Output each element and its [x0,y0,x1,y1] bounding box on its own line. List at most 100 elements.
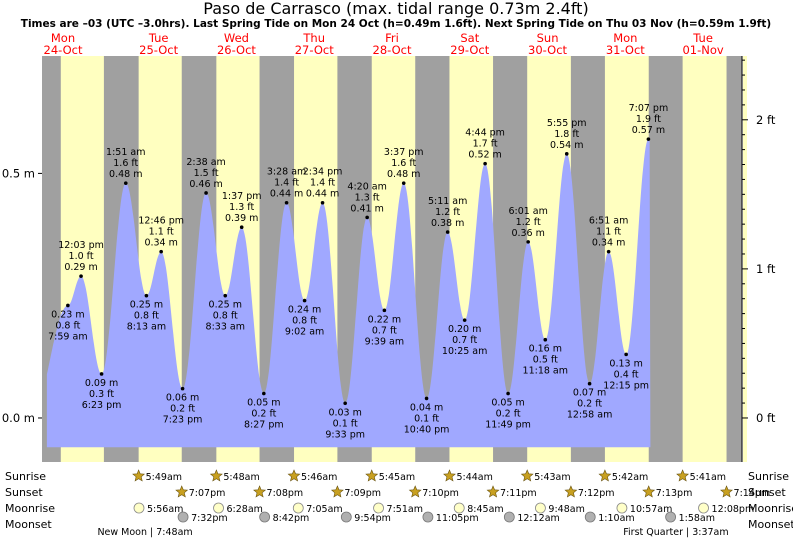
moonset-icon-3 [422,511,434,523]
day-header-date-7: 31-Oct [606,43,645,57]
sunrise-time-0: 5:49am [146,472,182,483]
extreme-m-29: 0.57 m [632,125,665,136]
extreme-time-12: 9:02 am [285,327,324,338]
moonrise-time-4: 8:45am [467,504,503,515]
sunrise-icon-4 [443,469,456,482]
moonrise-icon-0 [133,502,145,514]
sunrise-time-7: 5:41am [690,472,726,483]
extreme-m-26: 0.07 m [573,388,606,399]
right-tick-label-0: 0 ft [756,411,776,425]
extreme-ft-16: 0.7 ft [372,325,397,336]
extreme-point-11 [284,200,289,205]
day-header-dow-5: Sat [460,31,479,45]
right-tick-label-1: 1 ft [756,262,776,276]
extreme-time-10: 8:27 pm [244,420,284,431]
extreme-time-14: 9:33 pm [325,429,365,440]
moonset-icon-5 [584,511,596,523]
sunset-icon-7 [720,485,733,498]
extreme-m-2: 0.09 m [85,378,118,389]
extreme-ft-9: 1.3 ft [229,202,254,213]
moonset-time-1: 8:42pm [273,513,310,524]
extreme-time-27: 6:51 am [589,216,628,227]
extreme-m-12: 0.24 m [288,305,321,316]
sunrise-time-3: 5:45am [379,472,415,483]
sun-moon-rows: Sunrise Sunrise Sunset Sunset Moonrise Moonri… [5,469,793,538]
moonrise-icon-1 [213,502,224,514]
moonrise-icon-3 [373,502,384,514]
moonset-time-3: 11:05pm [436,513,479,524]
day-header-dow-2: Wed [224,31,249,45]
extreme-ft-7: 1.5 ft [194,168,219,179]
sunset-time-5: 7:12pm [578,488,615,499]
sunrise-time-2: 5:46am [301,472,337,483]
extreme-point-26 [587,381,592,386]
day-header-date-0: 24-Oct [44,43,83,57]
extreme-time-1: 12:03 pm [58,240,104,251]
sunrise-icon-3 [365,469,379,482]
extreme-m-27: 0.34 m [592,238,625,249]
extreme-point-3 [123,181,128,185]
left-axis: 0.0 m 0.5 m [2,166,42,425]
extreme-ft-26: 0.2 ft [577,399,602,410]
extreme-m-19: 0.38 m [431,218,464,229]
extreme-m-0: 0.23 m [51,309,84,320]
moonrise-icon-4 [453,502,465,514]
extreme-point-14 [343,401,347,406]
extreme-ft-29: 1.9 ft [636,114,661,125]
extreme-time-23: 6:01 am [508,206,547,217]
extreme-m-22: 0.05 m [491,398,524,409]
sunrise-icon-7 [676,469,690,482]
day-header-date-3: 27-Oct [295,43,334,57]
extreme-m-10: 0.05 m [247,398,280,409]
moonrise-time-1: 6:28am [227,504,263,515]
extreme-time-0: 7:59 am [48,331,87,342]
extreme-point-16 [382,308,387,313]
moonrise-time-3: 7:51am [387,504,423,515]
left-tick-label-1: 0.5 m [2,166,35,180]
extreme-point-2 [99,372,104,376]
extreme-point-24 [543,337,548,342]
extreme-ft-14: 0.1 ft [333,418,358,429]
moonset-icon-4 [503,511,515,523]
extreme-m-24: 0.16 m [529,344,562,355]
moonrise-time-6: 10:57am [630,504,672,515]
extreme-point-8 [223,293,228,298]
extreme-ft-15: 1.3 ft [355,192,380,203]
extreme-ft-13: 1.4 ft [310,178,335,189]
extreme-ft-8: 0.8 ft [213,311,238,322]
extreme-point-27 [606,249,611,254]
extreme-point-23 [526,240,530,244]
extreme-time-25: 5:55 pm [547,118,587,129]
extreme-point-7 [204,191,208,195]
sunrise-time-6: 5:42am [612,472,648,483]
extreme-time-4: 8:13 am [127,322,166,333]
day-header-dow-4: Fri [385,31,399,45]
sunset-time-1: 7:08pm [267,488,304,499]
extreme-ft-12: 0.8 ft [292,316,317,327]
extreme-m-6: 0.06 m [166,393,199,404]
extreme-point-25 [564,152,569,156]
day-header-dow-3: Thu [302,31,325,45]
sunset-time-7: 7:14pm [734,488,771,499]
extreme-ft-25: 1.8 ft [554,129,579,140]
extreme-ft-19: 1.2 ft [435,207,460,218]
row-label-left-sunset: Sunset [5,486,43,499]
extreme-ft-27: 1.1 ft [596,227,621,238]
sunset-time-2: 7:09pm [344,488,381,499]
extreme-time-8: 8:33 am [206,322,245,333]
extreme-m-23: 0.36 m [511,228,544,239]
extreme-point-6 [180,386,185,391]
moonrise-time-0: 5:56am [147,504,183,515]
moonrise-icon-2 [292,502,304,514]
extreme-ft-22: 0.2 ft [496,409,521,420]
extreme-point-28 [624,352,628,357]
day-header-dow-1: Tue [148,31,169,45]
day-header-dow-6: Sun [537,31,559,45]
extreme-point-15 [365,215,369,220]
day-header-dow-7: Mon [613,31,637,45]
extreme-point-0 [66,303,70,308]
moonset-time-2: 9:54pm [354,513,391,524]
extreme-time-9: 1:37 pm [222,191,262,202]
day-header-date-8: 01-Nov [682,43,723,57]
